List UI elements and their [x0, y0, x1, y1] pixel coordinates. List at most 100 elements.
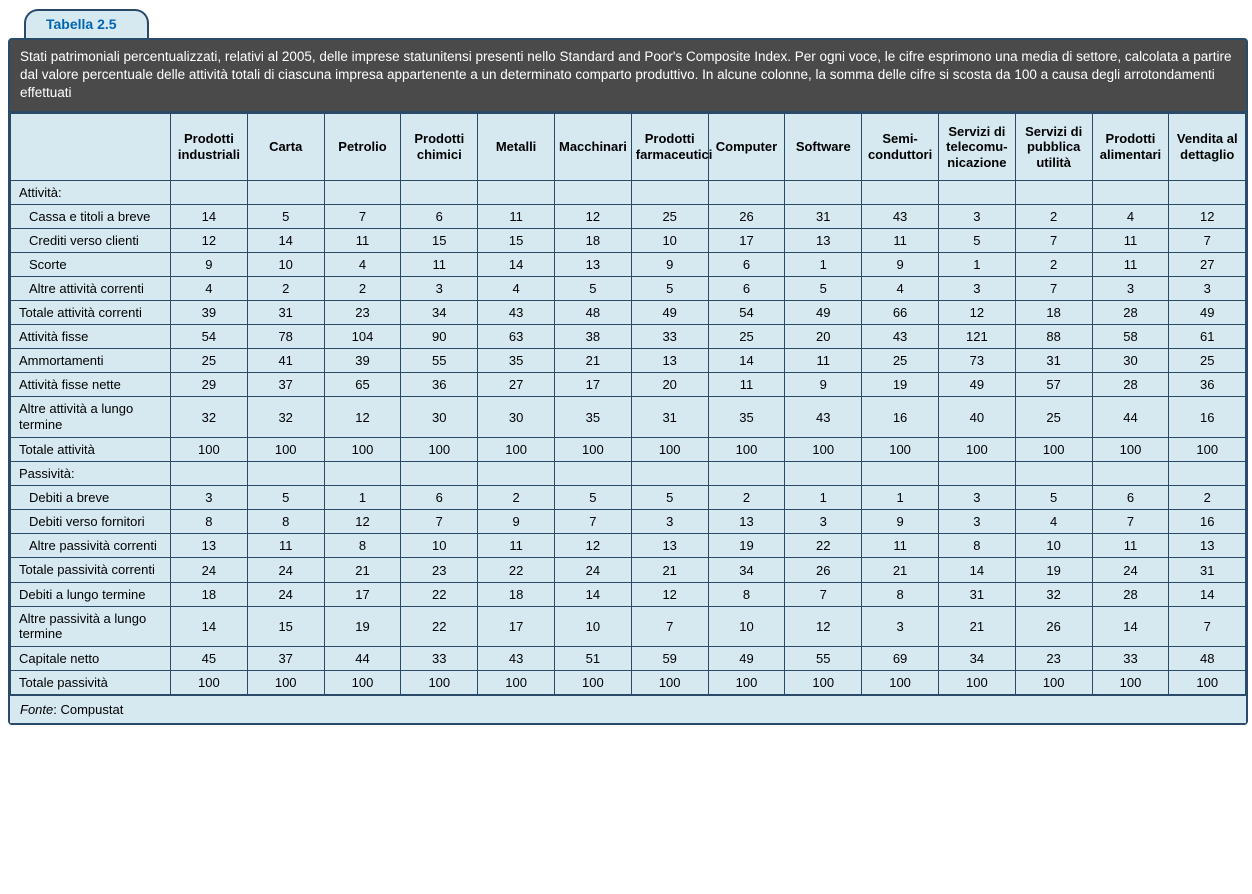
cell: 22: [478, 558, 555, 583]
cell: 14: [1169, 582, 1246, 606]
cell: 17: [324, 582, 401, 606]
cell: 4: [862, 277, 939, 301]
cell: 1: [938, 253, 1015, 277]
header-empty: [11, 113, 171, 181]
table-row: Attività fisse nette29376536271720119194…: [11, 373, 1246, 397]
cell: 4: [478, 277, 555, 301]
row-label: Totale passività: [11, 671, 171, 695]
cell: 6: [401, 485, 478, 509]
cell: 3: [938, 277, 1015, 301]
cell: 25: [1169, 349, 1246, 373]
cell: [324, 181, 401, 205]
cell: [401, 461, 478, 485]
data-table: Prodotti industriali Carta Petrolio Prod…: [10, 113, 1246, 695]
table-row: Altre passività correnti1311810111213192…: [11, 533, 1246, 558]
cell: 8: [324, 533, 401, 558]
cell: 11: [324, 229, 401, 253]
cell: 24: [554, 558, 631, 583]
cell: 28: [1092, 373, 1169, 397]
cell: 14: [1092, 606, 1169, 646]
cell: 24: [247, 582, 324, 606]
cell: [785, 461, 862, 485]
cell: 41: [247, 349, 324, 373]
cell: 21: [862, 558, 939, 583]
table-row: Debiti a breve35162552113562: [11, 485, 1246, 509]
cell: 31: [631, 397, 708, 437]
table-row: Totale attività correnti3931233443484954…: [11, 301, 1246, 325]
cell: 12: [631, 582, 708, 606]
row-label: Attività fisse: [11, 325, 171, 349]
cell: 10: [247, 253, 324, 277]
cell: 35: [554, 397, 631, 437]
row-label: Capitale netto: [11, 647, 171, 671]
cell: 100: [324, 671, 401, 695]
cell: 100: [1169, 437, 1246, 461]
cell: 20: [785, 325, 862, 349]
cell: 100: [1092, 437, 1169, 461]
cell: 100: [708, 671, 785, 695]
col-header: Prodotti farmaceutici: [631, 113, 708, 181]
cell: 11: [862, 229, 939, 253]
cell: 100: [862, 437, 939, 461]
cell: 5: [554, 485, 631, 509]
cell: 26: [785, 558, 862, 583]
cell: 5: [247, 205, 324, 229]
cell: 19: [708, 533, 785, 558]
cell: 8: [938, 533, 1015, 558]
cell: 14: [554, 582, 631, 606]
cell: 34: [938, 647, 1015, 671]
cell: 20: [631, 373, 708, 397]
cell: 8: [862, 582, 939, 606]
cell: 39: [171, 301, 248, 325]
cell: 12: [554, 533, 631, 558]
cell: [171, 181, 248, 205]
cell: 13: [631, 533, 708, 558]
cell: 27: [478, 373, 555, 397]
cell: [401, 181, 478, 205]
cell: 43: [862, 325, 939, 349]
table-row: Debiti a lungo termine182417221814128783…: [11, 582, 1246, 606]
col-header: Prodotti alimentari: [1092, 113, 1169, 181]
cell: 9: [785, 373, 862, 397]
cell: 16: [862, 397, 939, 437]
cell: 14: [171, 606, 248, 646]
cell: 28: [1092, 301, 1169, 325]
cell: 14: [171, 205, 248, 229]
col-header: Carta: [247, 113, 324, 181]
cell: 32: [247, 397, 324, 437]
cell: 15: [247, 606, 324, 646]
cell: [1015, 461, 1092, 485]
cell: 9: [171, 253, 248, 277]
table-description: Stati patrimoniali percentualizzati, rel…: [10, 40, 1246, 113]
cell: 11: [862, 533, 939, 558]
row-label: Debiti verso fornitori: [11, 509, 171, 533]
cell: 31: [1015, 349, 1092, 373]
cell: 1: [862, 485, 939, 509]
cell: 2: [1015, 205, 1092, 229]
cell: 13: [631, 349, 708, 373]
cell: 10: [554, 606, 631, 646]
cell: 14: [938, 558, 1015, 583]
cell: 21: [631, 558, 708, 583]
cell: 15: [478, 229, 555, 253]
cell: 100: [247, 437, 324, 461]
cell: [1092, 461, 1169, 485]
cell: 10: [631, 229, 708, 253]
cell: 3: [785, 509, 862, 533]
cell: 43: [785, 397, 862, 437]
cell: 39: [324, 349, 401, 373]
cell: 7: [1015, 229, 1092, 253]
cell: 3: [171, 485, 248, 509]
cell: 90: [401, 325, 478, 349]
cell: 37: [247, 373, 324, 397]
cell: 88: [1015, 325, 1092, 349]
cell: 11: [401, 253, 478, 277]
cell: 24: [1092, 558, 1169, 583]
cell: 7: [1092, 509, 1169, 533]
cell: [1169, 181, 1246, 205]
cell: 26: [1015, 606, 1092, 646]
cell: 7: [1169, 229, 1246, 253]
table-source: Fonte: Compustat: [10, 695, 1246, 723]
cell: 22: [401, 606, 478, 646]
cell: [171, 461, 248, 485]
